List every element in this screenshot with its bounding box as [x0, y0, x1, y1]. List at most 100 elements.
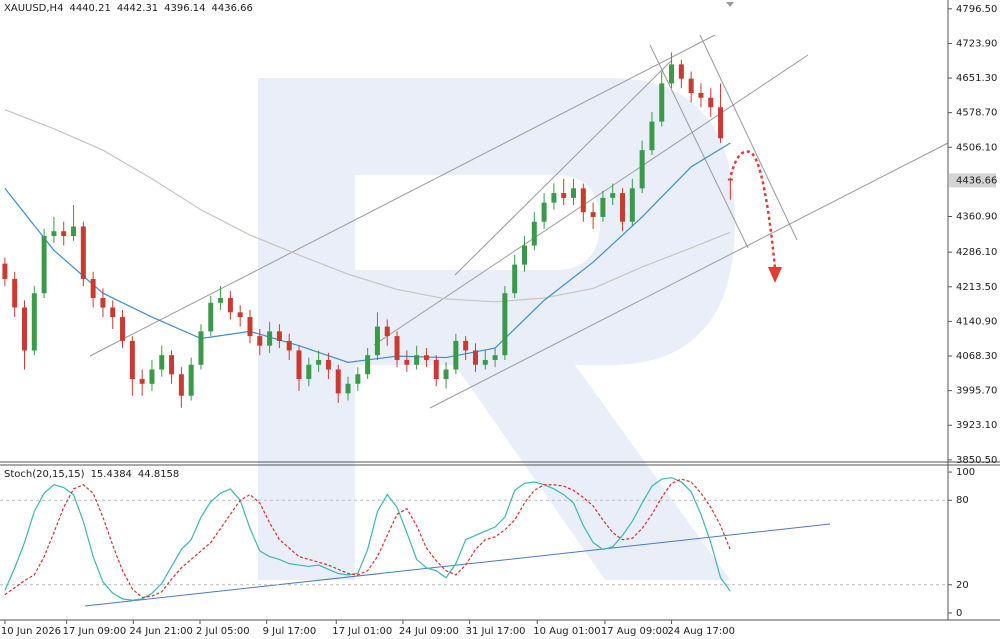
y-tick-label: 80	[956, 495, 969, 506]
candle-body	[639, 150, 645, 189]
candle-body	[718, 107, 724, 139]
trend-line	[429, 142, 949, 409]
x-tick-label: 17 Aug 09:00	[601, 626, 668, 637]
stoch-line	[4, 477, 731, 601]
candle-body	[659, 83, 665, 122]
header-item: 4442.31	[117, 3, 158, 14]
forecast-arrowhead	[768, 267, 782, 283]
candle-body	[296, 350, 302, 380]
x-tick-label: 24 Jul 09:00	[399, 626, 459, 637]
candle-body	[551, 193, 557, 203]
candle-body	[404, 359, 410, 365]
header-item: Stoch(20,15,15)	[4, 469, 85, 480]
candle-body	[80, 226, 86, 279]
candle-body	[325, 359, 331, 370]
trend-line	[373, 54, 809, 346]
header-item: XAUUSD,H4	[4, 3, 63, 14]
y-tick-label: 3923.10	[956, 420, 997, 431]
forecast-arrow	[729, 150, 777, 269]
drawings	[84, 2, 949, 607]
y-tick-label: 4140.90	[956, 316, 997, 327]
candle-body	[571, 188, 577, 198]
candle-body	[453, 340, 459, 370]
x-tick-label: 24 Jun 21:00	[129, 626, 193, 637]
y-tick-label: 4796.50	[956, 4, 997, 15]
candle-body	[198, 331, 204, 365]
watermark	[258, 78, 735, 580]
candle-body	[600, 197, 606, 217]
y-tick-label: 0	[956, 608, 962, 619]
header-item: 44.8158	[138, 469, 179, 480]
candle-body	[708, 97, 714, 108]
candle-body	[580, 188, 586, 213]
y-tick-label: 4068.30	[956, 351, 997, 362]
x-tick-label: 31 Jul 17:00	[466, 626, 526, 637]
candle-body	[727, 178, 733, 181]
candle-body	[492, 355, 498, 360]
candle-body	[267, 331, 273, 346]
candle-body	[345, 383, 351, 394]
y-tick-label: 3850.50	[956, 455, 997, 466]
panel-header: Stoch(20,15,15) 15.4384 44.8158	[4, 469, 179, 480]
candle-body	[169, 355, 175, 375]
candle-body	[423, 355, 429, 360]
candle-body	[159, 355, 165, 370]
candle-body	[561, 193, 567, 198]
candle-body	[620, 193, 626, 222]
candle-body	[149, 369, 155, 384]
moving-average	[4, 109, 731, 303]
candle-body	[678, 64, 684, 79]
candle-body	[227, 297, 233, 313]
watermark-stem	[258, 78, 355, 580]
header-item: 4436.66	[212, 3, 253, 14]
y-tick-label: 20	[956, 580, 969, 591]
candle-body	[649, 121, 655, 151]
candle-body	[433, 359, 439, 380]
header-item: 4396.14	[164, 3, 205, 14]
trend-line	[454, 59, 673, 276]
candle-body	[22, 307, 28, 351]
trend-line	[699, 34, 798, 241]
y-tick-label: 4723.90	[956, 38, 997, 49]
candle-body	[188, 364, 194, 396]
watermark-leg	[455, 365, 730, 580]
candle-body	[110, 307, 116, 318]
stoch-line	[4, 478, 731, 599]
scroll-marker	[726, 2, 734, 7]
candle-body	[139, 379, 145, 384]
price-label-box	[949, 173, 996, 188]
y-tick-label: 4360.90	[956, 212, 997, 223]
candle-body	[286, 340, 292, 351]
candle-body	[61, 231, 67, 237]
candle-body	[531, 221, 537, 246]
candle-body	[12, 278, 18, 308]
candle-body	[590, 212, 596, 217]
candle-body	[129, 340, 135, 380]
candle-body	[90, 278, 96, 298]
candle-body	[414, 355, 420, 365]
candle-body	[71, 226, 77, 237]
candle-body	[688, 78, 694, 93]
x-tick-label: 10 Aug 01:00	[533, 626, 600, 637]
trend-line	[649, 44, 749, 249]
candle-body	[2, 263, 8, 279]
candle-body	[257, 336, 263, 346]
candle-body	[669, 64, 675, 84]
candle-body	[316, 359, 322, 365]
watermark-bowl	[355, 78, 735, 365]
y-tick-label: 4578.70	[956, 108, 997, 119]
y-tick-label: 3995.70	[956, 386, 997, 397]
candle-body	[365, 355, 371, 375]
y-tick-label: 4651.30	[956, 73, 997, 84]
candle-body	[512, 264, 518, 294]
x-tick-label: 2 Jul 05:00	[196, 626, 250, 637]
panel-header: XAUUSD,H4 4440.21 4442.31 4396.14 4436.66	[4, 3, 253, 14]
candle-body	[384, 326, 390, 337]
candle-body	[502, 293, 508, 356]
x-tick-label: 24 Aug 17:00	[668, 626, 735, 637]
candle-body	[541, 202, 547, 222]
candle-body	[208, 302, 214, 332]
y-tick-label: 4506.10	[956, 142, 997, 153]
candle-body	[521, 245, 527, 265]
